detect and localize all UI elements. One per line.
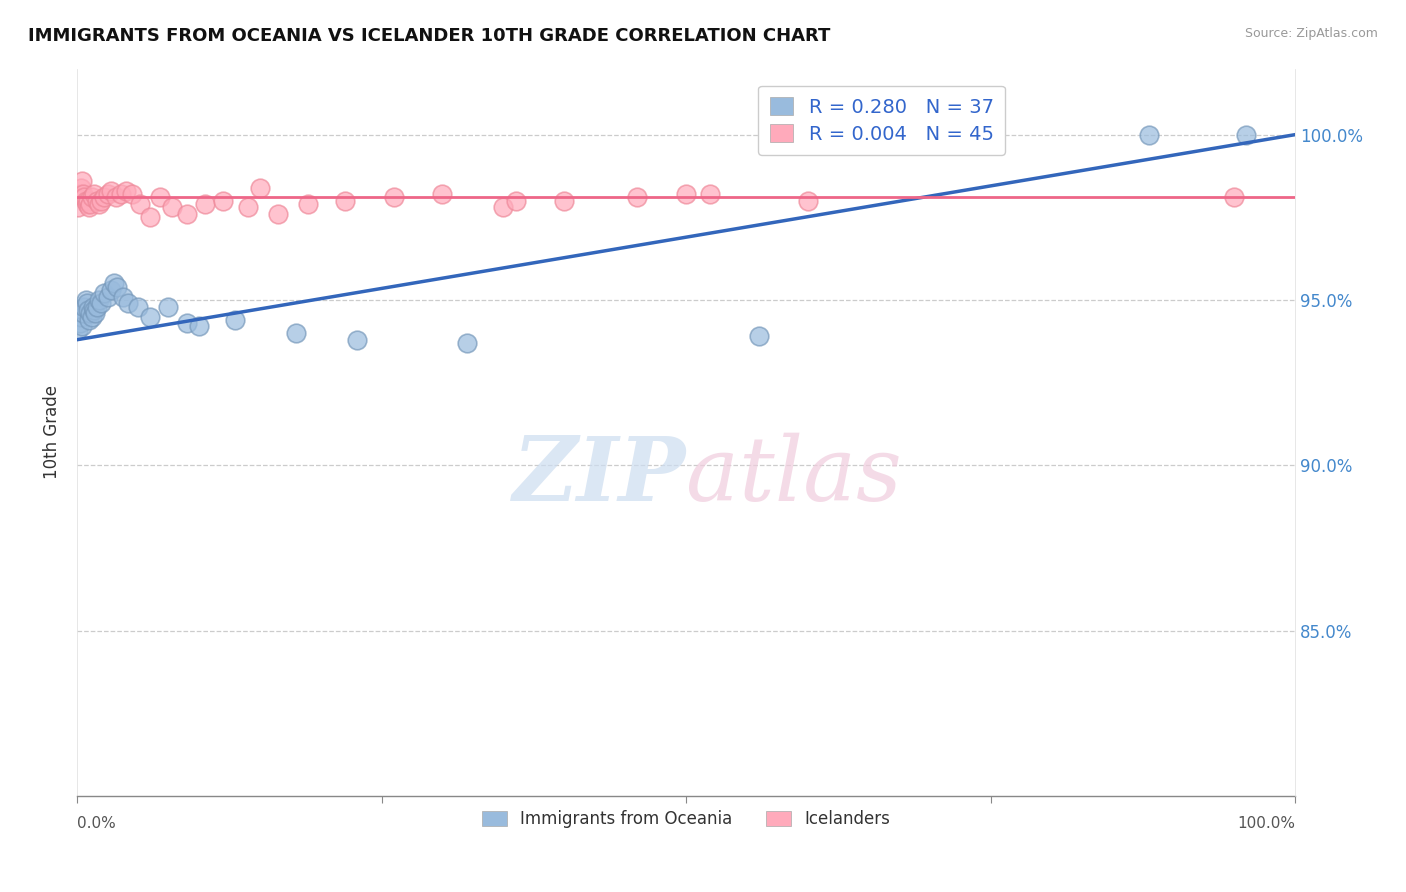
Point	[84, 306, 107, 320]
Point	[176, 316, 198, 330]
Point	[110, 187, 132, 202]
Point	[117, 296, 139, 310]
Point	[72, 187, 94, 202]
Y-axis label: 10th Grade: 10th Grade	[44, 385, 60, 479]
Point	[176, 207, 198, 221]
Point	[1223, 190, 1246, 204]
Point	[249, 180, 271, 194]
Point	[492, 201, 515, 215]
Point	[139, 310, 162, 324]
Point	[114, 184, 136, 198]
Point	[105, 280, 128, 294]
Point	[382, 190, 405, 204]
Point	[90, 296, 112, 310]
Point	[127, 300, 149, 314]
Text: IMMIGRANTS FROM OCEANIA VS ICELANDER 10TH GRADE CORRELATION CHART: IMMIGRANTS FROM OCEANIA VS ICELANDER 10T…	[28, 27, 831, 45]
Point	[82, 300, 104, 314]
Point	[224, 313, 246, 327]
Point	[157, 300, 180, 314]
Point	[72, 306, 94, 320]
Text: 100.0%: 100.0%	[1237, 816, 1295, 831]
Point	[797, 194, 820, 208]
Point	[79, 197, 101, 211]
Point	[67, 323, 90, 337]
Point	[87, 197, 110, 211]
Point	[80, 310, 103, 324]
Point	[93, 190, 115, 204]
Point	[675, 187, 697, 202]
Point	[77, 194, 100, 208]
Point	[748, 329, 770, 343]
Point	[73, 300, 96, 314]
Point	[333, 194, 356, 208]
Point	[96, 290, 118, 304]
Point	[76, 197, 98, 211]
Point	[267, 207, 290, 221]
Point	[187, 319, 209, 334]
Point	[212, 194, 235, 208]
Point	[129, 197, 152, 211]
Point	[83, 302, 105, 317]
Point	[69, 187, 91, 202]
Point	[112, 290, 135, 304]
Point	[236, 201, 259, 215]
Point	[75, 293, 97, 307]
Point	[505, 194, 527, 208]
Legend: Immigrants from Oceania, Icelanders: Immigrants from Oceania, Icelanders	[475, 804, 897, 835]
Point	[297, 197, 319, 211]
Point	[285, 326, 308, 340]
Point	[1234, 128, 1257, 142]
Point	[100, 283, 122, 297]
Point	[70, 174, 93, 188]
Point	[1137, 128, 1160, 142]
Point	[80, 190, 103, 204]
Point	[77, 313, 100, 327]
Point	[77, 302, 100, 317]
Point	[96, 187, 118, 202]
Point	[160, 201, 183, 215]
Text: atlas: atlas	[686, 433, 901, 519]
Point	[103, 277, 125, 291]
Point	[456, 336, 478, 351]
Point	[149, 190, 172, 204]
Point	[83, 187, 105, 202]
Text: Source: ZipAtlas.com: Source: ZipAtlas.com	[1244, 27, 1378, 40]
Point	[432, 187, 454, 202]
Point	[86, 194, 108, 208]
Point	[67, 201, 90, 215]
Point	[553, 194, 575, 208]
Point	[69, 316, 91, 330]
Point	[69, 310, 91, 324]
Point	[194, 197, 217, 211]
Point	[699, 187, 721, 202]
Point	[79, 306, 101, 320]
Point	[75, 194, 97, 208]
Point	[90, 194, 112, 208]
Point	[105, 190, 128, 204]
Point	[626, 190, 648, 204]
Point	[77, 201, 100, 215]
Text: ZIP: ZIP	[513, 433, 686, 519]
Point	[73, 190, 96, 204]
Point	[76, 296, 98, 310]
Point	[100, 184, 122, 198]
Point	[70, 319, 93, 334]
Point	[93, 286, 115, 301]
Point	[121, 187, 143, 202]
Point	[87, 293, 110, 307]
Point	[86, 300, 108, 314]
Text: 0.0%: 0.0%	[77, 816, 115, 831]
Point	[139, 211, 162, 225]
Point	[346, 333, 368, 347]
Point	[69, 180, 91, 194]
